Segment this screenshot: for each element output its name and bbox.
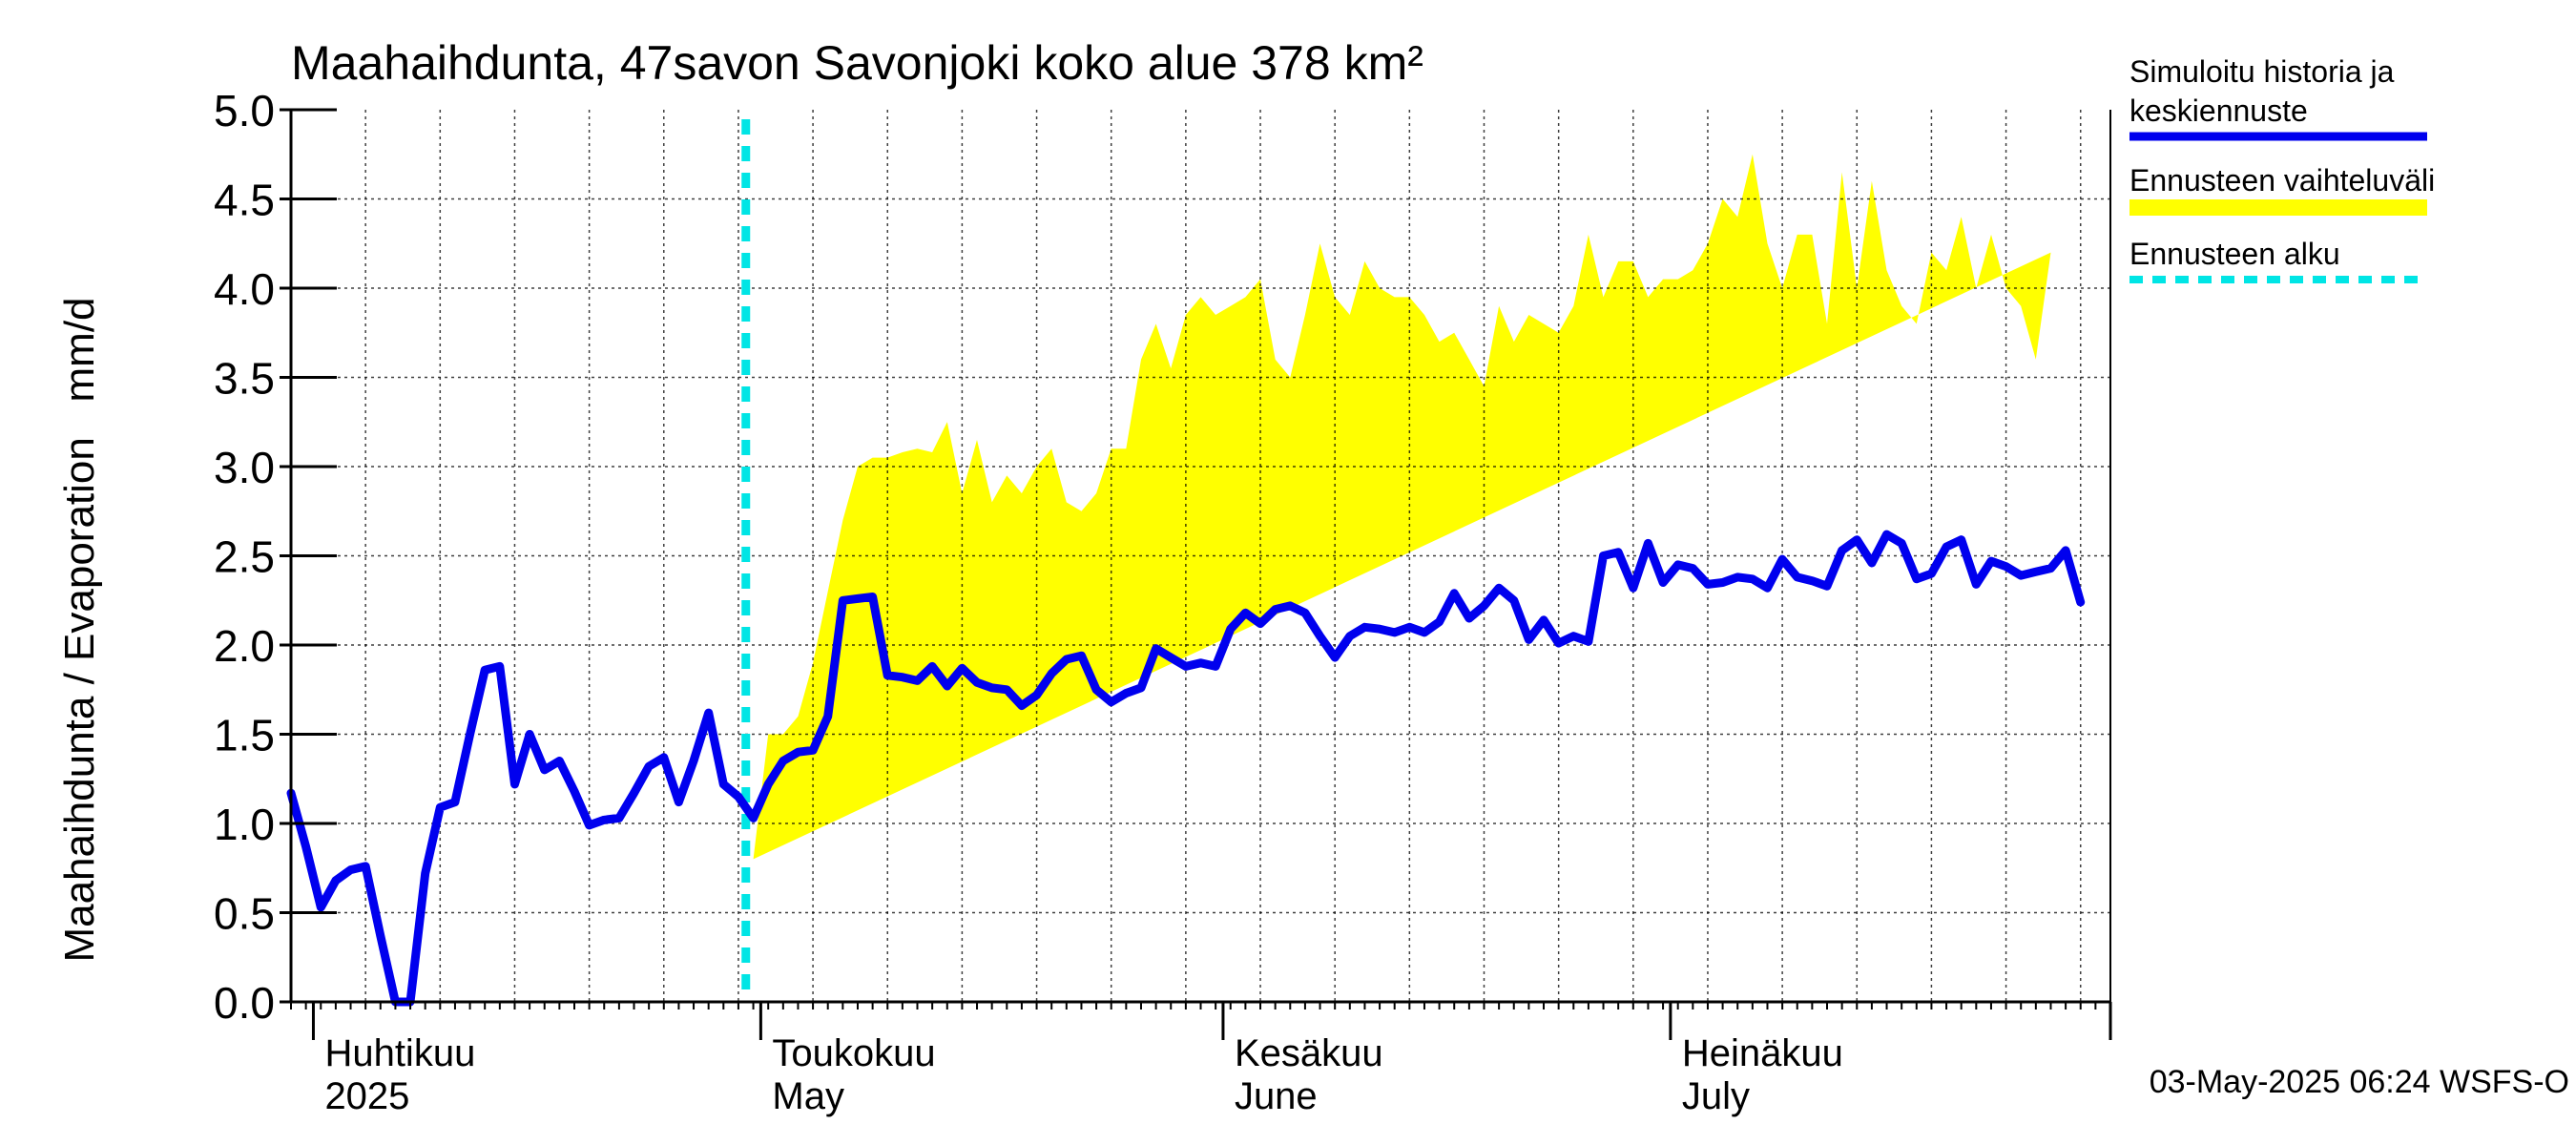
forecast-range-band — [753, 154, 2051, 860]
month-label-fi: Heinäkuu — [1682, 1032, 1843, 1074]
y-tick-label: 0.0 — [214, 978, 275, 1028]
y-tick-label: 3.0 — [214, 443, 275, 492]
chart-title: Maahaihdunta, 47savon Savonjoki koko alu… — [291, 36, 1423, 90]
axis-layer: 0.0 0.5 1.0 1.5 2.0 2.5 3.0 3.5 4.0 4.5 5.0 Huhtiku… — [214, 86, 2112, 1117]
legend-label-history: Simuloitu historia ja — [2129, 54, 2395, 89]
legend: Simuloitu historia ja keskiennuste Ennuste… — [2129, 54, 2435, 283]
forecast-band-layer — [753, 154, 2051, 860]
simulated-mean-line — [286, 530, 2086, 1007]
legend-label-history: keskiennuste — [2129, 94, 2308, 128]
y-tick-label: 1.0 — [214, 800, 275, 849]
y-tick-label: 5.0 — [214, 86, 275, 135]
y-tick-label: 4.5 — [214, 176, 275, 225]
month-label-fi: Kesäkuu — [1235, 1032, 1383, 1074]
legend-label-forecast-start: Ennusteen alku — [2129, 237, 2340, 271]
month-label-en: June — [1235, 1075, 1318, 1117]
y-tick-label: 3.5 — [214, 354, 275, 404]
month-label-en: May — [772, 1075, 844, 1117]
series-line-layer — [286, 119, 2086, 1007]
month-label-fi: Huhtikuu — [324, 1032, 475, 1074]
y-tick-label: 2.5 — [214, 532, 275, 582]
month-label-fi: Toukokuu — [772, 1032, 935, 1074]
y-axis-label: Maahaihdunta / Evaporation mm/d — [56, 297, 103, 962]
y-tick-label: 2.0 — [214, 621, 275, 671]
legend-label-range: Ennusteen vaihteluväli — [2129, 163, 2435, 198]
y-tick-label: 0.5 — [214, 889, 275, 939]
y-tick-label: 1.5 — [214, 711, 275, 760]
month-label-en: 2025 — [324, 1075, 409, 1117]
legend-swatch-range — [2129, 199, 2427, 216]
y-tick-label: 4.0 — [214, 264, 275, 314]
footer-timestamp: 03-May-2025 06:24 WSFS-O — [2150, 1064, 2569, 1100]
month-label-en: July — [1682, 1075, 1750, 1117]
